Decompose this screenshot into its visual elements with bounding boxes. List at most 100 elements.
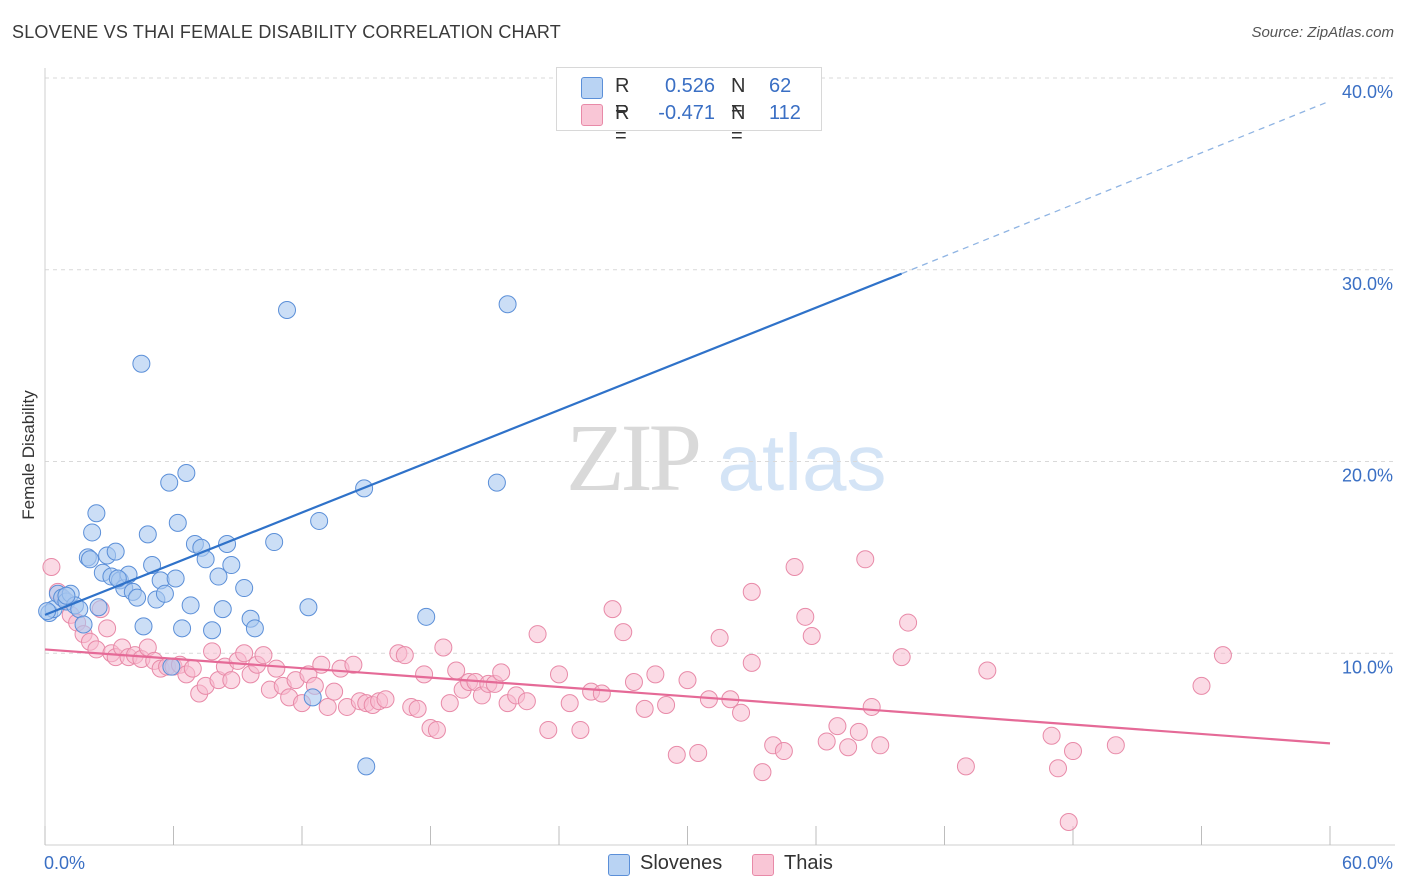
thais-point bbox=[87, 640, 106, 659]
thais-trend-line bbox=[44, 648, 1331, 745]
thais-point bbox=[434, 638, 453, 657]
thais-point bbox=[1192, 676, 1211, 695]
slovenes-points bbox=[38, 69, 768, 776]
thais-point bbox=[325, 682, 344, 701]
thais-point bbox=[635, 699, 654, 718]
y-tick-label: 20.0% bbox=[1342, 466, 1393, 486]
slovenes-point bbox=[143, 556, 162, 575]
thais-point bbox=[571, 720, 590, 739]
legend-r-value: 0.526 bbox=[664, 75, 715, 97]
thais-point bbox=[415, 665, 434, 684]
slovenes-point bbox=[213, 600, 232, 619]
thais-point bbox=[732, 703, 751, 722]
legend-r-label: R = bbox=[615, 102, 630, 147]
slovenes-point bbox=[222, 556, 241, 575]
slovenes-point bbox=[166, 569, 185, 588]
slovenes-trend-extension bbox=[901, 100, 1331, 275]
thais-point bbox=[539, 720, 558, 739]
watermark: ZIP atlas bbox=[566, 404, 886, 511]
thais-point bbox=[440, 694, 459, 713]
thais-point bbox=[624, 673, 643, 692]
thais-point bbox=[796, 607, 815, 626]
legend: R = 0.526 N = 62 R = -0.471 N = 112 bbox=[556, 67, 822, 147]
slovenes-point bbox=[177, 464, 196, 483]
thais-point bbox=[689, 743, 708, 762]
thais-point bbox=[1059, 812, 1078, 831]
slovenes-point bbox=[487, 473, 506, 492]
thais-point bbox=[839, 738, 858, 757]
slovenes-point bbox=[83, 523, 102, 542]
slovenes-point bbox=[106, 542, 125, 561]
slovenes-point bbox=[310, 511, 329, 530]
thais-points bbox=[42, 550, 1232, 831]
thais-point bbox=[592, 684, 611, 703]
watermark-zip: ZIP bbox=[566, 404, 699, 511]
source-label: Source: ZipAtlas.com bbox=[1251, 24, 1394, 41]
thais-point bbox=[871, 736, 890, 755]
legend-n-value: 112 bbox=[769, 102, 801, 124]
y-tick-label: 10.0% bbox=[1342, 657, 1393, 677]
thais-point bbox=[203, 642, 222, 661]
thais-point bbox=[1106, 736, 1125, 755]
x-tick-label: 60.0% bbox=[1342, 853, 1393, 873]
thais-point bbox=[802, 626, 821, 645]
thais-point bbox=[753, 763, 772, 782]
y-tick-label: 40.0% bbox=[1342, 82, 1393, 102]
thais-point bbox=[785, 557, 804, 576]
slovenes-point bbox=[203, 621, 222, 640]
slovenes-point bbox=[132, 354, 151, 373]
thais-point bbox=[742, 582, 761, 601]
slovenes-point bbox=[303, 688, 322, 707]
slovenes-point bbox=[235, 579, 254, 598]
thais-point bbox=[667, 745, 686, 764]
thais-point bbox=[856, 550, 875, 569]
slovenes-point bbox=[138, 525, 157, 544]
y-axis-label: Female Disability bbox=[19, 390, 38, 520]
legend-r-label: R = bbox=[615, 75, 630, 120]
thais-point bbox=[646, 665, 665, 684]
slovenes-point bbox=[173, 619, 192, 638]
bottom-legend: Slovenes Thais bbox=[0, 852, 1406, 878]
y-tick-label: 30.0% bbox=[1342, 274, 1393, 294]
thais-point bbox=[528, 625, 547, 644]
thais-point bbox=[560, 694, 579, 713]
thais-point bbox=[614, 623, 633, 642]
thais-point bbox=[862, 697, 881, 716]
thais-point bbox=[710, 628, 729, 647]
thais-point bbox=[318, 697, 337, 716]
slovenes-point bbox=[74, 615, 93, 634]
slovenes-point bbox=[168, 513, 187, 532]
thais-swatch bbox=[752, 854, 774, 876]
slovenes-point bbox=[155, 584, 174, 603]
legend-n-label: N = bbox=[731, 102, 746, 147]
slovenes-point bbox=[498, 295, 517, 314]
axes bbox=[44, 68, 1395, 846]
thais-point bbox=[774, 742, 793, 761]
thais-point bbox=[657, 696, 676, 715]
slovenes-swatch bbox=[581, 77, 603, 99]
slovenes-point bbox=[181, 596, 200, 615]
tick-labels: 10.0% 20.0% 30.0% 40.0% 0.0% 60.0% bbox=[44, 82, 1393, 873]
thais-point bbox=[376, 690, 395, 709]
thais-point bbox=[849, 722, 868, 741]
thais-point bbox=[892, 648, 911, 667]
thais-point bbox=[427, 720, 446, 739]
trend-lines bbox=[44, 100, 1331, 745]
thais-point bbox=[222, 671, 241, 690]
slovenes-point bbox=[87, 504, 106, 523]
thais-point bbox=[742, 653, 761, 672]
thais-point bbox=[678, 671, 697, 690]
slovenes-swatch bbox=[608, 854, 630, 876]
slovenes-point bbox=[209, 567, 228, 586]
slovenes-point bbox=[160, 473, 179, 492]
bottom-legend-thais-label: Thais bbox=[784, 852, 833, 874]
bottom-legend-slovenes-label: Slovenes bbox=[640, 852, 723, 874]
thais-point bbox=[395, 646, 414, 665]
grid bbox=[45, 77, 1395, 654]
thais-point bbox=[978, 661, 997, 680]
thais-point bbox=[1064, 742, 1082, 761]
thais-point bbox=[956, 757, 975, 776]
legend-n-label: N = bbox=[731, 75, 746, 120]
legend-n-value: 62 bbox=[769, 75, 792, 97]
